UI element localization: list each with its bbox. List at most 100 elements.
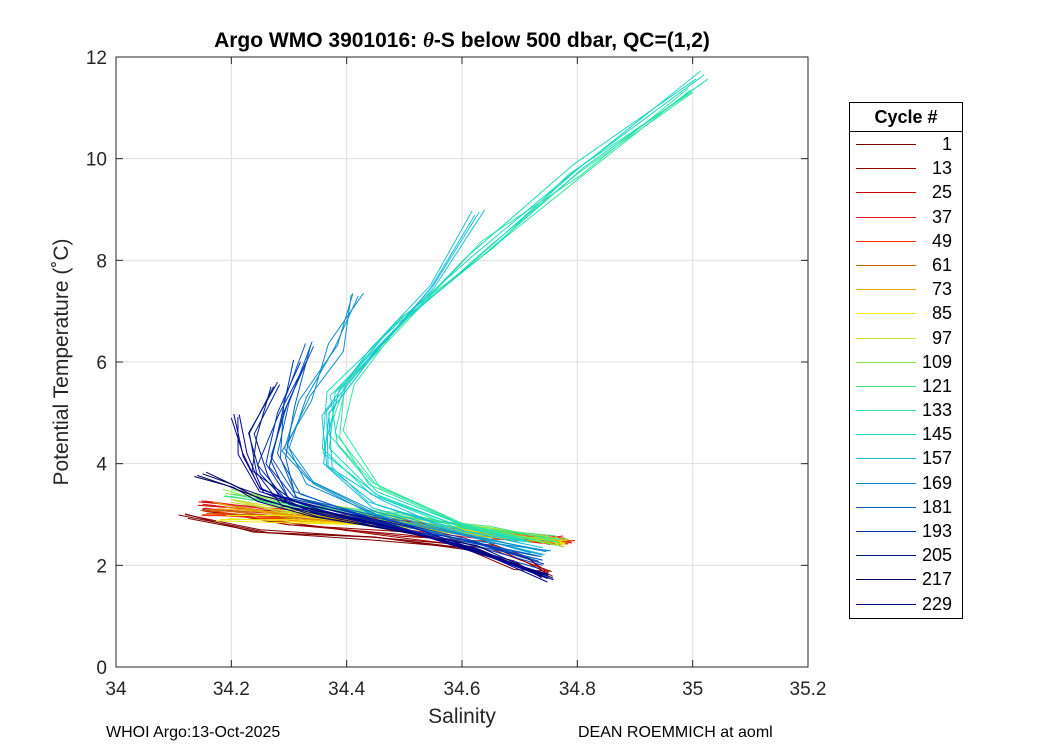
legend-item: 109 bbox=[850, 350, 962, 374]
x-tick-label: 34.2 bbox=[213, 679, 250, 700]
legend-swatch bbox=[856, 458, 916, 460]
y-tick-label: 12 bbox=[86, 48, 107, 69]
profile-line bbox=[284, 293, 549, 552]
y-tick-label: 4 bbox=[96, 455, 107, 476]
legend-item: 169 bbox=[850, 471, 962, 495]
legend-label: 145 bbox=[921, 424, 952, 445]
legend-item: 73 bbox=[850, 277, 962, 301]
legend-swatch bbox=[856, 410, 916, 412]
profile-line bbox=[178, 514, 543, 579]
profile-line bbox=[286, 294, 547, 553]
legend-label: 205 bbox=[921, 545, 952, 566]
legend-label: 61 bbox=[931, 254, 952, 275]
legend-item: 1 bbox=[850, 132, 962, 156]
x-tick-label: 35 bbox=[682, 679, 703, 700]
legend-swatch bbox=[856, 240, 916, 242]
y-tick-label: 8 bbox=[96, 251, 107, 272]
legend: Cycle # 1 13 25 37 49 61 73 85 97 109 121 133 145 157… bbox=[849, 102, 963, 619]
y-tick-label: 0 bbox=[96, 658, 107, 679]
legend-item: 193 bbox=[850, 519, 962, 543]
legend-swatch bbox=[856, 289, 916, 291]
series-169 bbox=[281, 292, 552, 556]
profile-line bbox=[321, 210, 532, 554]
legend-entries: 1 13 25 37 49 61 73 85 97 109 121 133 145 157 169 181 19… bbox=[850, 132, 962, 616]
legend-label: 217 bbox=[921, 569, 952, 590]
legend-label: 97 bbox=[931, 327, 952, 348]
legend-label: 133 bbox=[921, 400, 952, 421]
x-tick-label: 35.2 bbox=[790, 679, 827, 700]
legend-item: 181 bbox=[850, 495, 962, 519]
legend-label: 85 bbox=[931, 303, 952, 324]
legend-label: 169 bbox=[921, 472, 952, 493]
series-145 bbox=[321, 70, 708, 545]
y-axis-label: Potential Temperature (˚C) bbox=[50, 238, 73, 485]
legend-label: 49 bbox=[931, 230, 952, 251]
legend-swatch bbox=[856, 555, 916, 557]
legend-swatch bbox=[856, 168, 916, 170]
profile-line bbox=[329, 70, 702, 545]
legend-swatch bbox=[856, 506, 916, 508]
profile-line bbox=[327, 88, 689, 541]
legend-title: Cycle # bbox=[850, 103, 962, 132]
legend-item: 157 bbox=[850, 446, 962, 470]
profile-line bbox=[197, 474, 542, 575]
legend-label: 157 bbox=[921, 448, 952, 469]
series-157 bbox=[321, 209, 545, 556]
legend-label: 193 bbox=[921, 521, 952, 541]
profile-line bbox=[237, 416, 548, 583]
profile-line bbox=[205, 471, 545, 575]
legend-swatch bbox=[856, 579, 916, 581]
legend-item: 13 bbox=[850, 156, 962, 180]
legend-item: 217 bbox=[850, 567, 962, 591]
legend-swatch bbox=[856, 216, 916, 218]
legend-swatch bbox=[856, 144, 916, 145]
legend-swatch bbox=[856, 337, 916, 339]
legend-label: 181 bbox=[921, 496, 952, 517]
legend-swatch bbox=[856, 264, 916, 266]
profile-line bbox=[321, 78, 708, 543]
legend-swatch bbox=[856, 531, 916, 532]
legend-item: 205 bbox=[850, 543, 962, 567]
legend-swatch bbox=[856, 434, 916, 436]
profile-line bbox=[328, 214, 543, 549]
legend-item: 121 bbox=[850, 374, 962, 398]
chart-title: Argo WMO 3901016: θ-S below 500 dbar, QC… bbox=[214, 28, 710, 52]
x-tick-label: 34 bbox=[105, 679, 127, 700]
legend-item: 145 bbox=[850, 422, 962, 446]
profile-line bbox=[328, 74, 705, 543]
legend-swatch bbox=[856, 192, 916, 194]
legend-item: 97 bbox=[850, 326, 962, 350]
legend-item: 25 bbox=[850, 180, 962, 204]
legend-label: 73 bbox=[931, 279, 952, 300]
legend-label: 13 bbox=[931, 158, 952, 179]
legend-item: 61 bbox=[850, 253, 962, 277]
legend-swatch bbox=[856, 482, 916, 484]
profile-line bbox=[238, 414, 542, 578]
legend-label: 37 bbox=[931, 206, 952, 227]
legend-label: 229 bbox=[921, 593, 952, 614]
profile-line bbox=[233, 413, 549, 575]
footer-source: WHOI Argo:13-Oct-2025 bbox=[106, 724, 281, 741]
series-229 bbox=[230, 413, 549, 583]
x-tick-label: 34.6 bbox=[444, 679, 481, 700]
legend-label: 25 bbox=[931, 182, 952, 203]
legend-swatch bbox=[856, 313, 916, 315]
profile-line bbox=[281, 292, 552, 552]
legend-label: 1 bbox=[941, 134, 952, 154]
y-tick-label: 10 bbox=[86, 150, 107, 171]
profile-line bbox=[342, 89, 692, 541]
footer-credit: DEAN ROEMMICH at aoml bbox=[578, 724, 773, 741]
profile-line bbox=[322, 78, 697, 541]
legend-label: 109 bbox=[921, 351, 952, 372]
legend-item: 37 bbox=[850, 205, 962, 229]
legend-swatch bbox=[856, 385, 916, 387]
x-tick-label: 34.8 bbox=[559, 679, 596, 700]
legend-swatch bbox=[856, 361, 916, 363]
series-layer bbox=[178, 70, 708, 583]
legend-item: 229 bbox=[850, 592, 962, 616]
tick-marks: 34 34.2 34.4 34.6 34.8 35 35.2 0 2 4 6 8 10 12 bbox=[86, 48, 827, 700]
legend-item: 49 bbox=[850, 229, 962, 253]
x-axis-label: Salinity bbox=[428, 705, 496, 728]
legend-item: 133 bbox=[850, 398, 962, 422]
